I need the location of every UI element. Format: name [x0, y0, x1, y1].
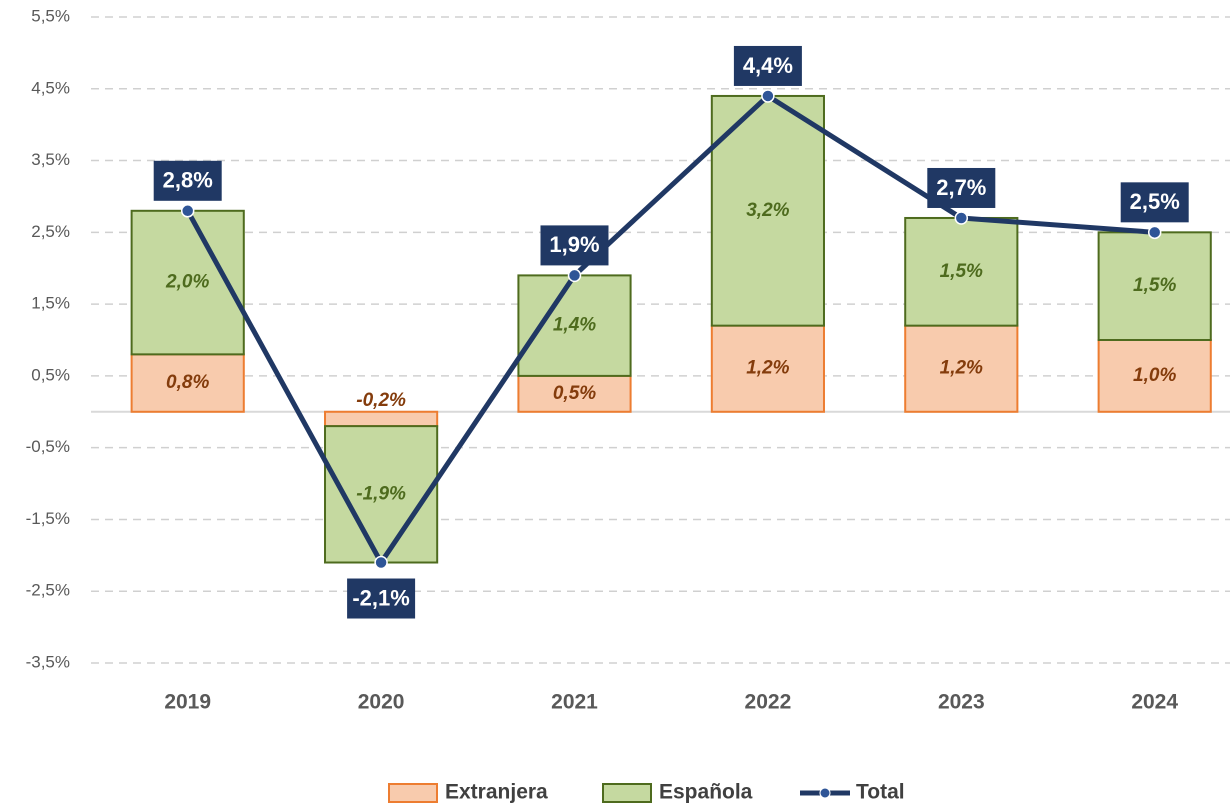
x-tick-label: 2019	[164, 691, 211, 714]
line-point	[761, 89, 775, 103]
legend-swatch	[388, 783, 438, 803]
data-label: 0,8%	[166, 372, 209, 393]
legend-swatch	[819, 787, 831, 799]
legend-label: Extranjera	[445, 781, 548, 804]
bar-segment	[1097, 231, 1212, 341]
total-label-box	[1120, 182, 1189, 223]
data-label: 1,5%	[940, 261, 983, 282]
bar-segment	[324, 410, 439, 428]
y-tick-label: -2,5%	[26, 581, 70, 600]
data-label: -2,1%	[352, 585, 409, 610]
y-tick-label: 1,5%	[31, 294, 70, 313]
total-label-box	[347, 578, 416, 619]
x-tick-label: 2020	[358, 691, 405, 714]
legend-label: Total	[856, 781, 905, 804]
line-point	[567, 268, 582, 283]
data-label: 4,4%	[743, 53, 793, 78]
bar-segment	[904, 324, 1019, 413]
line-point	[1147, 225, 1162, 240]
data-label: 2,0%	[165, 272, 209, 293]
data-label: -0,2%	[356, 390, 406, 411]
y-tick-label: -0,5%	[26, 437, 70, 456]
line-point	[180, 204, 195, 218]
x-tick-label: 2023	[938, 691, 985, 714]
y-tick-label: -3,5%	[26, 652, 70, 671]
legend-label: Española	[659, 781, 753, 804]
data-label: 1,0%	[1133, 365, 1176, 386]
data-label: 1,2%	[940, 358, 983, 379]
data-label: 1,5%	[1133, 275, 1176, 296]
data-label: 2,8%	[163, 168, 213, 193]
bar-segment	[710, 94, 825, 327]
bar-segment	[710, 324, 825, 413]
bar-segment	[517, 274, 632, 377]
data-label: -1,9%	[356, 483, 406, 504]
total-label-box	[153, 160, 222, 201]
total-label-box	[927, 167, 996, 208]
x-tick-label: 2022	[745, 691, 792, 714]
line-point	[954, 211, 969, 225]
data-label: 1,9%	[549, 232, 599, 257]
data-label: 3,2%	[746, 200, 789, 221]
bar-segment	[130, 353, 245, 413]
y-tick-label: 4,5%	[31, 78, 70, 97]
line-point	[374, 555, 388, 570]
x-tick-label: 2024	[1131, 691, 1178, 714]
data-label: 0,5%	[553, 383, 596, 404]
x-tick-label: 2021	[551, 691, 598, 714]
line	[185, 93, 1155, 566]
bar-segment	[904, 216, 1019, 327]
data-label: 2,5%	[1130, 189, 1180, 214]
y-tick-label: 3,5%	[31, 150, 70, 169]
total-label-box	[540, 225, 609, 266]
y-tick-label: 5,5%	[31, 6, 70, 25]
y-tick-label: -1,5%	[26, 509, 70, 528]
y-tick-label: 0,5%	[31, 365, 70, 384]
total-label-box	[733, 45, 802, 86]
data-label: 1,4%	[553, 315, 596, 336]
y-tick-label: 2,5%	[31, 222, 70, 241]
data-label: 1,2%	[746, 358, 789, 379]
data-label: 2,7%	[936, 175, 986, 200]
legend-swatch	[602, 783, 652, 803]
bar-segment	[1097, 339, 1212, 413]
